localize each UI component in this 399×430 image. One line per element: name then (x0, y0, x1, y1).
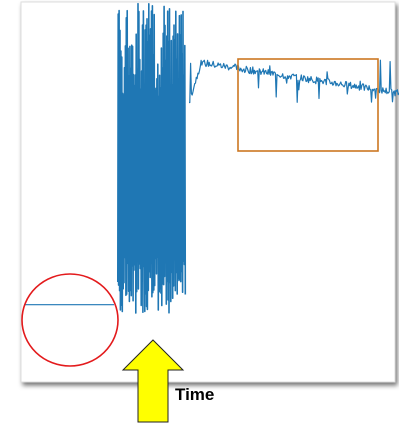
x-axis-label: Time (175, 385, 214, 404)
time-arrow (121, 339, 185, 423)
series-line-segment-high-amplitude-burst (117, 2, 187, 314)
plateau-highlight-box (237, 58, 379, 152)
baseline-highlight-circle (21, 273, 119, 367)
series-line-segment-elevated-noisy-plateau (189, 59, 399, 104)
series-line-group (24, 2, 399, 314)
